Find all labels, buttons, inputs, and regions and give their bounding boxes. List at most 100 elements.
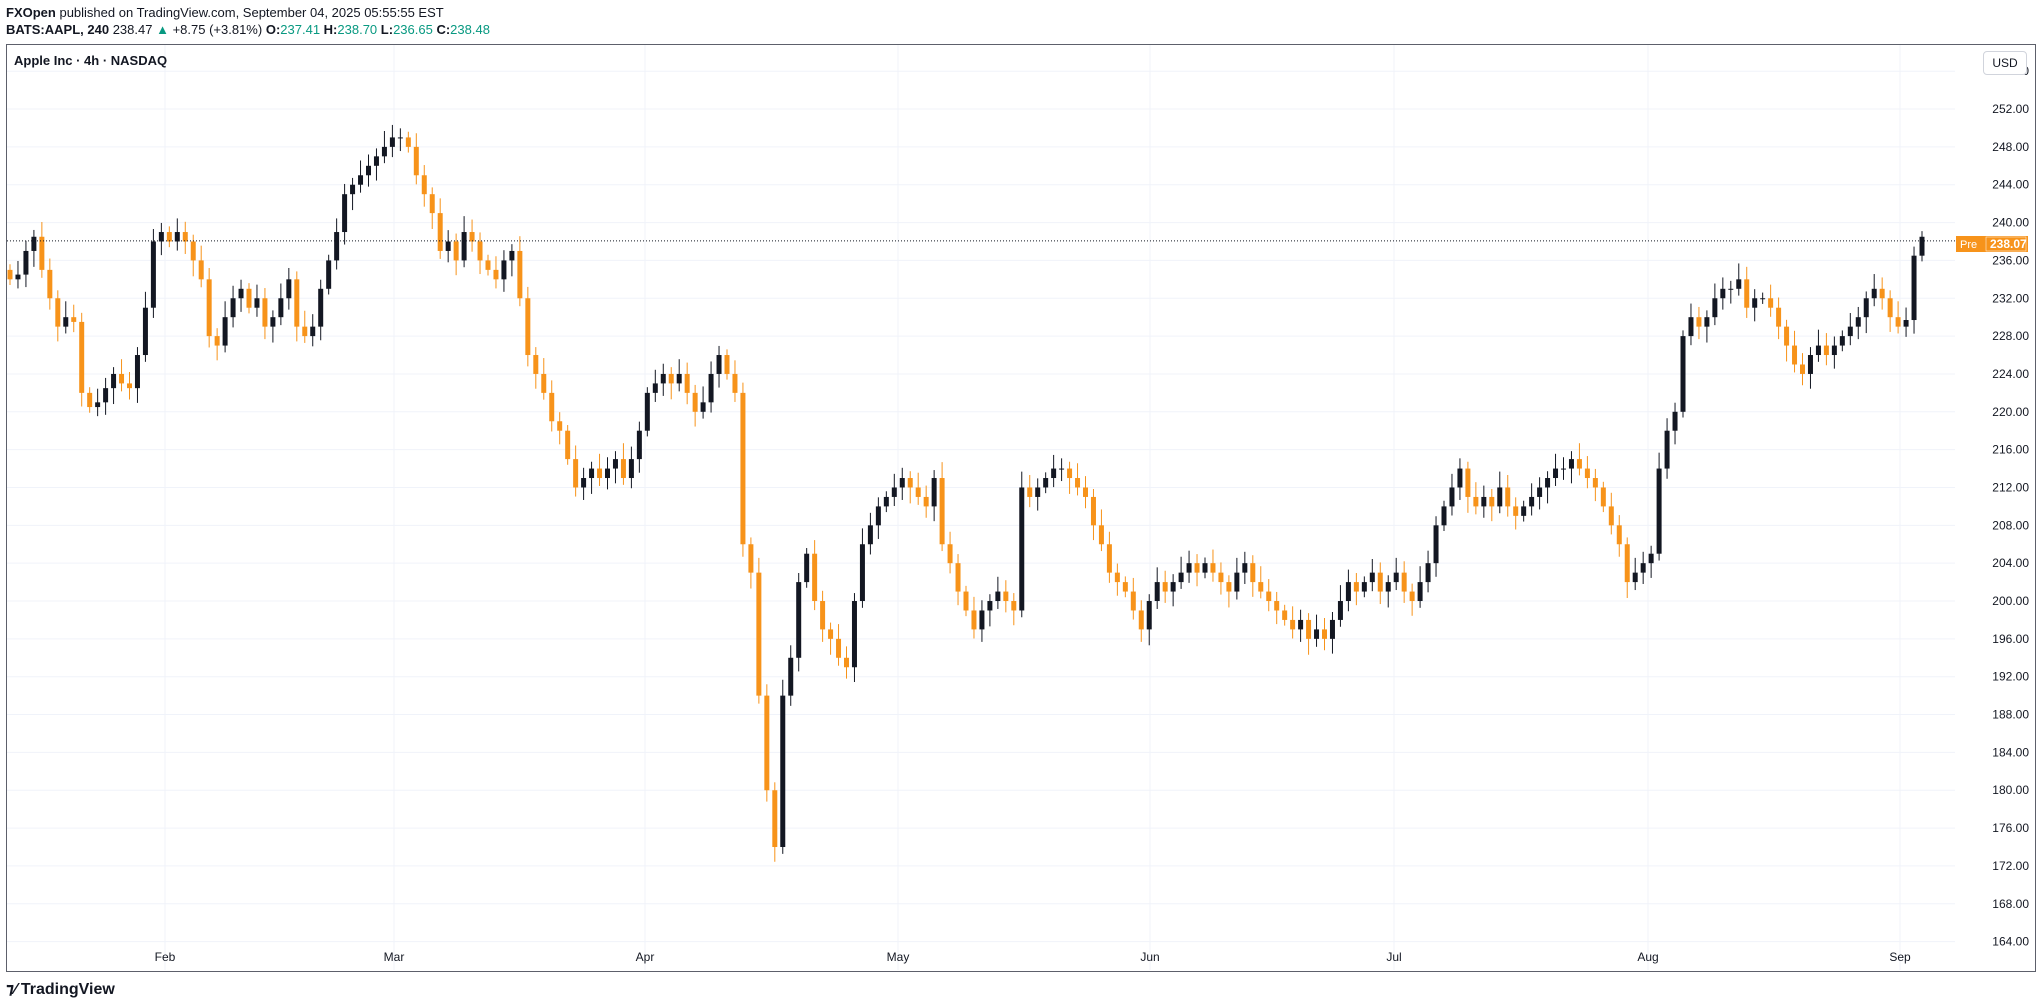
candle (517, 236, 523, 307)
candle (1146, 594, 1152, 646)
candle-body (1258, 582, 1264, 592)
candle-body (1186, 563, 1192, 573)
candle (254, 284, 260, 317)
candle-body (47, 269, 53, 299)
candle (246, 283, 252, 314)
candle-body (700, 402, 706, 412)
candle-body (1863, 298, 1869, 318)
candle (1847, 313, 1853, 346)
candle-body (389, 137, 395, 147)
candle (716, 345, 722, 388)
candle (1385, 575, 1391, 608)
candle (1576, 443, 1582, 476)
candle-body (1831, 345, 1837, 356)
candle-body (589, 468, 595, 479)
chart-frame[interactable] (6, 44, 2036, 972)
candle (1441, 500, 1447, 532)
candle-body (1919, 236, 1925, 256)
candle-body (732, 373, 738, 393)
candle (1051, 454, 1057, 488)
candle-body (1449, 487, 1455, 507)
candle-body (716, 355, 722, 374)
candle-body (1083, 487, 1088, 497)
tradingview-logo-icon: ⁊⁄ (6, 981, 17, 998)
candle-body (55, 298, 61, 327)
candle (875, 497, 881, 539)
candle (668, 367, 674, 400)
candle (1114, 563, 1120, 596)
candle (1760, 292, 1766, 304)
candle-body (1098, 525, 1104, 545)
candle-body (597, 468, 603, 479)
candle (1043, 472, 1049, 494)
candle-body (310, 326, 316, 337)
candle (1919, 231, 1925, 262)
currency-button[interactable]: USD (1983, 51, 2027, 75)
candle-body (1576, 459, 1582, 469)
candle-body (612, 459, 618, 469)
y-tick-label: 228.00 (1992, 329, 2029, 343)
price-tag: Pre 238.07 (1956, 236, 2028, 252)
candle (915, 472, 921, 505)
candle-body (748, 544, 754, 573)
candle (63, 301, 69, 334)
candle (230, 285, 236, 328)
candle-body (1003, 591, 1009, 602)
candle (851, 593, 857, 683)
candle (1003, 580, 1009, 613)
high-label: H: (323, 22, 338, 37)
candle (166, 226, 172, 248)
candle-body (652, 383, 658, 393)
candle-body (1114, 572, 1120, 583)
candle (907, 471, 913, 504)
candle (1768, 284, 1774, 317)
candle (190, 234, 196, 277)
candle-body (373, 156, 379, 166)
candle-body (1202, 563, 1208, 573)
candle-body (517, 250, 523, 299)
candle-body (262, 298, 268, 327)
candle-body (1138, 610, 1144, 630)
candle-body (764, 695, 770, 791)
x-tick-label: Aug (1637, 950, 1658, 964)
candle-body (1807, 355, 1813, 374)
candle (1266, 579, 1272, 612)
candle-body (1792, 345, 1798, 365)
candle-body (875, 506, 881, 526)
candle-body (278, 298, 284, 318)
candle-body (1322, 629, 1327, 639)
candle (198, 245, 204, 288)
y-tick-label: 224.00 (1992, 367, 2029, 381)
candle-body (214, 336, 220, 346)
y-tick-label: 216.00 (1992, 443, 2029, 457)
candle-body (820, 601, 826, 630)
candle-body (939, 478, 945, 545)
candle-body (453, 241, 459, 261)
publisher-name: FXOpen (6, 5, 56, 20)
y-tick-label: 196.00 (1992, 632, 2029, 646)
candle (1640, 551, 1646, 584)
candle-body (190, 241, 196, 261)
candle (867, 512, 873, 555)
candle-body (119, 373, 125, 384)
candle-body (628, 459, 634, 479)
candle (445, 230, 451, 263)
y-tick-label: 220.00 (1992, 405, 2029, 419)
candle (597, 453, 603, 486)
candle-body (1106, 544, 1112, 573)
candle (1807, 347, 1813, 389)
candle (1393, 557, 1399, 591)
candle-body (230, 298, 236, 318)
candle (493, 256, 499, 289)
candle-body (294, 279, 300, 327)
candle (812, 540, 818, 611)
candle (238, 279, 244, 312)
candle-body (1417, 582, 1423, 602)
candle-body (987, 601, 993, 611)
candle (788, 645, 794, 706)
candle (358, 160, 364, 193)
candle (1545, 471, 1551, 504)
candle (310, 314, 316, 347)
candle (1122, 576, 1128, 598)
